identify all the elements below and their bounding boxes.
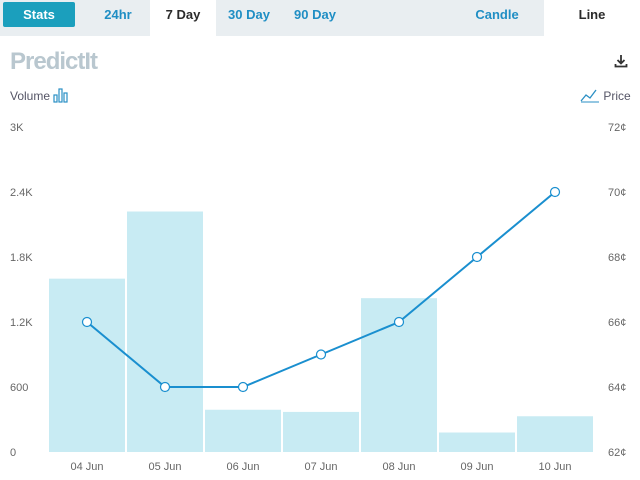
x-tick-label: 06 Jun <box>226 461 259 473</box>
price-line <box>81 186 561 393</box>
left-tick-label: 2.4K <box>10 187 33 199</box>
right-tick-label: 68¢ <box>608 252 626 264</box>
right-tick-label: 66¢ <box>608 317 626 329</box>
price-point[interactable] <box>237 381 249 393</box>
x-tick-label: 10 Jun <box>538 461 571 473</box>
predictit-logo: PredictIt <box>10 48 98 75</box>
x-tick-label: 07 Jun <box>304 461 337 473</box>
volume-bar <box>49 278 125 452</box>
left-tick-label: 1.8K <box>10 252 33 264</box>
left-tick-label: 1.2K <box>10 317 33 329</box>
right-tick-label: 62¢ <box>608 447 626 459</box>
right-tick-label: 64¢ <box>608 382 626 394</box>
right-axis-ticks: 62¢ 64¢ 66¢ 68¢ 70¢ 72¢ <box>608 122 626 459</box>
volume-bar <box>283 411 359 452</box>
tab-candle[interactable]: Candle <box>475 7 519 22</box>
left-tick-label: 3K <box>10 122 24 134</box>
right-tick-label: 70¢ <box>608 187 626 199</box>
tab-line[interactable]: Line <box>544 0 640 36</box>
x-tick-label: 04 Jun <box>70 461 103 473</box>
right-tick-label: 72¢ <box>608 122 626 134</box>
price-point[interactable] <box>81 316 93 328</box>
x-tick-label: 08 Jun <box>382 461 415 473</box>
volume-axis-title: Volume <box>10 87 71 103</box>
tab-30-day[interactable]: 30 Day <box>228 7 270 22</box>
price-point[interactable] <box>549 186 561 198</box>
volume-bars-icon <box>53 88 68 103</box>
price-point[interactable] <box>315 349 327 360</box>
volume-bar <box>205 409 281 452</box>
volume-bar <box>517 416 593 452</box>
left-axis-ticks: 0 600 1.2K 1.8K 2.4K 3K <box>10 122 33 459</box>
price-point[interactable] <box>159 381 171 393</box>
price-label: Price <box>603 89 631 103</box>
volume-bar <box>127 211 203 452</box>
volume-bars <box>49 211 593 452</box>
x-axis-ticks: 04 Jun 05 Jun 06 Jun 07 Jun 08 Jun 09 Jun 10 J… <box>70 461 571 473</box>
price-axis-title: Price <box>580 87 631 103</box>
left-tick-label: 600 <box>10 382 28 394</box>
volume-bar <box>439 432 515 452</box>
timeframe-tab-bar: Stats 24hr 7 Day 30 Day 90 Day Candle Li… <box>0 0 640 36</box>
price-point[interactable] <box>471 251 483 263</box>
tab-7-day[interactable]: 7 Day <box>150 0 216 36</box>
tab-stats[interactable]: Stats <box>3 2 75 27</box>
volume-label: Volume <box>10 89 51 103</box>
price-line-icon <box>580 89 599 103</box>
tab-90-day[interactable]: 90 Day <box>294 7 336 22</box>
x-tick-label: 05 Jun <box>148 461 181 473</box>
tab-24hr[interactable]: 24hr <box>104 7 132 22</box>
download-icon[interactable] <box>612 52 630 70</box>
left-tick-label: 0 <box>10 447 16 459</box>
price-point[interactable] <box>393 316 405 328</box>
x-tick-label: 09 Jun <box>460 461 493 473</box>
